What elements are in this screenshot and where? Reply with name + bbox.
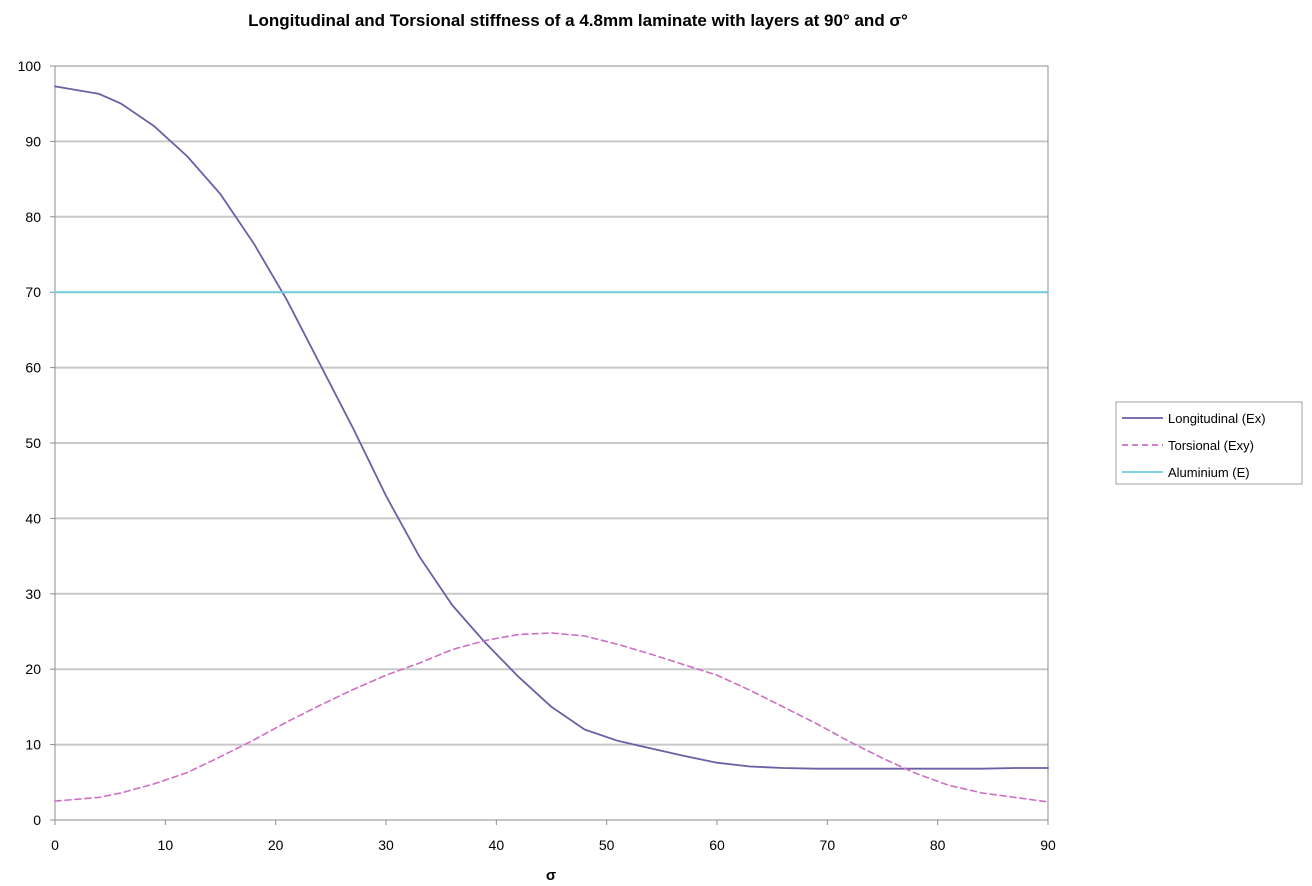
y-tick-label: 10: [25, 737, 41, 753]
x-tick-label: 90: [1040, 837, 1056, 853]
legend: Longitudinal (Ex) Torsional (Exy) Aluminiu…: [1115, 401, 1303, 485]
y-tick-label: 40: [25, 510, 41, 526]
y-tick-label: 90: [25, 133, 41, 149]
y-tick-label: 20: [25, 661, 41, 677]
y-tick-label: 50: [25, 435, 41, 451]
grid-lines: [55, 140, 1048, 746]
x-tick-label: 10: [158, 837, 174, 853]
x-tick-label: 0: [51, 837, 59, 853]
x-tick-label: 20: [268, 837, 284, 853]
x-tick-label: 50: [599, 837, 615, 853]
x-tick-label: 40: [489, 837, 505, 853]
y-tick-label: 0: [33, 812, 41, 828]
series-line-torsional-exy: [54, 632, 1049, 803]
x-tick-label: 30: [378, 837, 394, 853]
y-tick-label: 80: [25, 209, 41, 225]
series-line-longitudinal-ex: [54, 85, 1049, 770]
chart-title: Longitudinal and Torsional stiffness of …: [248, 11, 908, 30]
x-tick-label: 60: [709, 837, 725, 853]
y-tick-label: 70: [25, 284, 41, 300]
x-tick-label: 70: [820, 837, 836, 853]
x-axis-title: σ: [546, 867, 556, 884]
legend-label-torsional-exy: Torsional (Exy): [1168, 438, 1254, 453]
series-lines: [54, 85, 1049, 803]
x-axis-ticks: 0 10 20 30 40 50 60 70 80 90: [51, 820, 1056, 853]
legend-box: [1115, 401, 1303, 485]
legend-label-longitudinal-ex: Longitudinal (Ex): [1168, 411, 1266, 426]
legend-label-aluminium-e: Aluminium (E): [1168, 465, 1250, 480]
y-tick-label: 30: [25, 586, 41, 602]
y-axis-ticks: 0 10 20 30 40 50 60 70 80 90 100: [18, 58, 55, 828]
x-tick-label: 80: [930, 837, 946, 853]
y-tick-label: 100: [18, 58, 42, 74]
y-tick-label: 60: [25, 360, 41, 376]
